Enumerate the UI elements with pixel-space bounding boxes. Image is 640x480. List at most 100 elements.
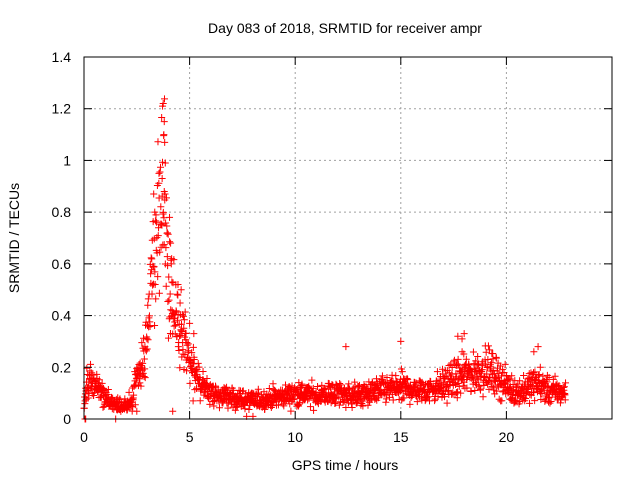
data-point — [177, 286, 185, 294]
data-point — [484, 342, 492, 350]
data-point — [406, 400, 414, 408]
data-point — [534, 343, 542, 351]
data-points — [80, 95, 570, 423]
data-point — [180, 324, 188, 332]
data-point — [141, 365, 149, 373]
data-point — [293, 386, 301, 394]
data-point — [199, 367, 207, 375]
data-point — [154, 273, 162, 281]
data-point — [441, 393, 449, 401]
y-tick-label: 0.4 — [52, 308, 72, 324]
data-point — [87, 360, 95, 368]
data-point — [452, 388, 460, 396]
y-tick-label: 1.2 — [52, 101, 72, 117]
data-point — [454, 361, 462, 369]
chart-title: Day 083 of 2018, SRMTID for receiver amp… — [208, 20, 482, 36]
data-point — [145, 312, 153, 320]
data-point — [351, 378, 359, 386]
data-point — [127, 402, 135, 410]
data-point — [355, 396, 363, 404]
data-point — [280, 402, 288, 410]
data-point — [107, 393, 115, 401]
data-point — [348, 400, 356, 408]
data-point — [546, 399, 554, 407]
data-point — [175, 346, 183, 354]
data-point — [138, 339, 146, 347]
data-point — [488, 359, 496, 367]
data-point — [190, 330, 198, 338]
data-point — [297, 382, 305, 390]
data-point — [146, 323, 154, 331]
data-point — [166, 313, 174, 321]
data-point — [398, 368, 406, 376]
data-point — [241, 405, 249, 413]
data-point — [274, 401, 282, 409]
data-point — [184, 340, 192, 348]
data-point — [501, 360, 509, 368]
data-point — [166, 213, 174, 221]
data-point — [285, 382, 293, 390]
data-point — [152, 295, 160, 303]
data-point — [188, 349, 196, 357]
data-point — [160, 187, 168, 195]
data-point — [514, 380, 522, 388]
data-point — [382, 395, 390, 403]
y-tick-label: 0.6 — [52, 256, 72, 272]
data-point — [561, 396, 569, 404]
x-tick-label: 15 — [393, 429, 409, 445]
data-point — [488, 383, 496, 391]
data-point — [545, 393, 553, 401]
data-point — [193, 384, 201, 392]
data-point — [160, 131, 168, 139]
data-point — [156, 168, 164, 176]
data-point — [543, 378, 551, 386]
data-point — [501, 380, 509, 388]
data-point — [364, 401, 372, 409]
data-point — [492, 354, 500, 362]
data-point — [452, 370, 460, 378]
data-point — [155, 289, 163, 297]
data-point — [530, 348, 538, 356]
data-point — [269, 380, 277, 388]
data-point — [427, 378, 435, 386]
data-point — [545, 394, 553, 402]
data-point — [345, 380, 353, 388]
x-axis-label: GPS time / hours — [292, 457, 399, 473]
data-point — [166, 238, 174, 246]
data-point — [163, 253, 171, 261]
data-point — [159, 208, 167, 216]
data-point — [559, 383, 567, 391]
data-point — [231, 406, 239, 414]
data-point — [194, 359, 202, 367]
data-point — [176, 299, 184, 307]
data-point — [332, 399, 340, 407]
data-point — [223, 383, 231, 391]
data-point — [306, 403, 314, 411]
data-point — [454, 388, 462, 396]
data-point — [404, 376, 412, 384]
data-point — [556, 399, 564, 407]
data-point — [462, 355, 470, 363]
data-point — [150, 263, 158, 271]
data-point — [190, 356, 198, 364]
data-point — [139, 369, 147, 377]
data-point — [142, 347, 150, 355]
data-point — [473, 361, 481, 369]
data-point — [139, 359, 147, 367]
data-point — [151, 280, 159, 288]
data-point — [434, 392, 442, 400]
data-point — [562, 379, 570, 387]
data-point — [163, 222, 171, 230]
data-point — [104, 385, 112, 393]
data-point — [348, 404, 356, 412]
data-point — [164, 262, 172, 270]
data-point — [183, 341, 191, 349]
data-point — [484, 380, 492, 388]
data-point — [162, 194, 170, 202]
y-axis-label: SRMTID / TECUs — [6, 183, 22, 293]
data-point — [137, 382, 145, 390]
data-point — [472, 357, 480, 365]
data-point — [143, 335, 151, 343]
